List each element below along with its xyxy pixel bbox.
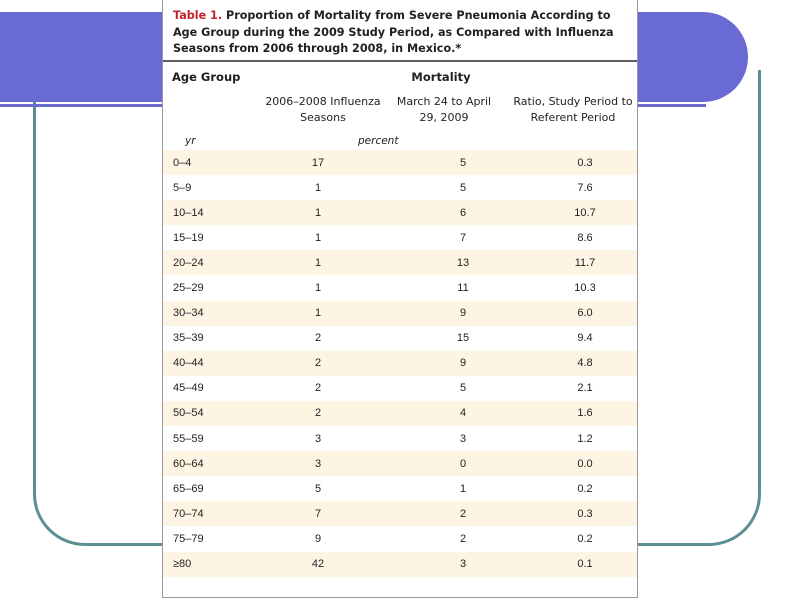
header-unit-percent: percent (358, 135, 399, 147)
cell-ratio: 7.6 (533, 175, 637, 201)
cell-study-period: 2 (393, 501, 533, 527)
cell-ratio: 0.2 (533, 526, 637, 552)
cell-age-group: 45–49 (163, 375, 243, 401)
cell-study-period: 6 (393, 200, 533, 226)
table-row: 60–64 3 0 0.0 (163, 451, 637, 477)
cell-influenza-seasons: 1 (243, 225, 393, 251)
cell-ratio: 6.0 (533, 300, 637, 326)
table-row: 20–24 1 13 11.7 (163, 250, 637, 276)
cell-influenza-seasons: 1 (243, 200, 393, 226)
cell-study-period: 3 (393, 551, 533, 577)
cell-influenza-seasons: 7 (243, 501, 393, 527)
cell-ratio: 9.4 (533, 325, 637, 351)
table-caption: Table 1. Proportion of Mortality from Se… (163, 0, 637, 62)
cell-study-period: 7 (393, 225, 533, 251)
table-row: 15–19 1 7 8.6 (163, 225, 637, 251)
cell-study-period: 9 (393, 350, 533, 376)
header-influenza-seasons: 2006–2008 Influenza Seasons (265, 95, 381, 124)
cell-age-group: 40–44 (163, 350, 243, 376)
header-unit-years: yr (185, 135, 196, 147)
header-study-period: March 24 to April 29, 2009 (396, 95, 492, 124)
table-caption-label: Table 1. (173, 9, 223, 22)
cell-ratio: 0.2 (533, 476, 637, 502)
cell-study-period: 2 (393, 526, 533, 552)
table-row: 55–59 3 3 1.2 (163, 426, 637, 452)
cell-influenza-seasons: 42 (243, 551, 393, 577)
cell-age-group: 10–14 (163, 200, 243, 226)
cell-ratio: 2.1 (533, 375, 637, 401)
cell-age-group: ≥80 (163, 551, 243, 577)
cell-age-group: 70–74 (163, 501, 243, 527)
cell-study-period: 5 (393, 375, 533, 401)
header-age-group: Age Group (172, 70, 241, 84)
table-row: 70–74 7 2 0.3 (163, 501, 637, 527)
mortality-table: 0–4 17 5 0.3 5–9 1 5 7.6 10–14 1 6 10.7 15–19 1 7 8.6 20… (163, 150, 637, 577)
table-row: 0–4 17 5 0.3 (163, 150, 637, 176)
cell-influenza-seasons: 3 (243, 426, 393, 452)
cell-study-period: 11 (393, 275, 533, 301)
header-mortality: Mortality (411, 70, 471, 84)
cell-age-group: 35–39 (163, 325, 243, 351)
cell-influenza-seasons: 17 (243, 150, 393, 176)
cell-ratio: 4.8 (533, 350, 637, 376)
table-panel: Table 1. Proportion of Mortality from Se… (162, 0, 638, 598)
cell-study-period: 13 (393, 250, 533, 276)
cell-ratio: 0.3 (533, 150, 637, 176)
cell-influenza-seasons: 9 (243, 526, 393, 552)
cell-study-period: 3 (393, 426, 533, 452)
cell-influenza-seasons: 2 (243, 350, 393, 376)
cell-age-group: 20–24 (163, 250, 243, 276)
cell-influenza-seasons: 1 (243, 300, 393, 326)
cell-study-period: 4 (393, 400, 533, 427)
cell-study-period: 9 (393, 300, 533, 326)
cell-age-group: 0–4 (163, 150, 243, 176)
cell-ratio: 0.0 (533, 451, 637, 477)
cell-age-group: 25–29 (163, 275, 243, 301)
cell-age-group: 30–34 (163, 300, 243, 326)
table-row: 10–14 1 6 10.7 (163, 200, 637, 226)
cell-study-period: 1 (393, 476, 533, 502)
cell-age-group: 60–64 (163, 451, 243, 477)
table-row: 75–79 9 2 0.2 (163, 526, 637, 552)
table-row: 35–39 2 15 9.4 (163, 325, 637, 351)
cell-influenza-seasons: 1 (243, 175, 393, 201)
cell-age-group: 55–59 (163, 426, 243, 452)
cell-study-period: 5 (393, 175, 533, 201)
table-row: 40–44 2 9 4.8 (163, 350, 637, 376)
cell-influenza-seasons: 1 (243, 275, 393, 301)
cell-ratio: 11.7 (533, 250, 637, 276)
header-ratio: Ratio, Study Period to Referent Period (513, 95, 633, 124)
cell-age-group: 65–69 (163, 476, 243, 502)
cell-study-period: 15 (393, 325, 533, 351)
table-caption-text: Proportion of Mortality from Severe Pneu… (173, 9, 614, 55)
cell-influenza-seasons: 3 (243, 451, 393, 477)
table-row: 25–29 1 11 10.3 (163, 275, 637, 301)
table-row: 65–69 5 1 0.2 (163, 476, 637, 502)
cell-influenza-seasons: 2 (243, 325, 393, 351)
cell-study-period: 0 (393, 451, 533, 477)
cell-ratio: 10.7 (533, 200, 637, 226)
cell-ratio: 8.6 (533, 225, 637, 251)
cell-age-group: 75–79 (163, 526, 243, 552)
cell-influenza-seasons: 5 (243, 476, 393, 502)
table-header: Age Group Mortality 2006–2008 Influenza … (163, 62, 637, 150)
table-row: 5–9 1 5 7.6 (163, 175, 637, 201)
cell-age-group: 15–19 (163, 225, 243, 251)
cell-ratio: 10.3 (533, 275, 637, 301)
cell-influenza-seasons: 2 (243, 400, 393, 427)
cell-influenza-seasons: 1 (243, 250, 393, 276)
table-row: 50–54 2 4 1.6 (163, 400, 637, 427)
cell-age-group: 50–54 (163, 400, 243, 427)
table-row: 45–49 2 5 2.1 (163, 375, 637, 401)
table-row: ≥80 42 3 0.1 (163, 551, 637, 577)
cell-ratio: 0.3 (533, 501, 637, 527)
cell-ratio: 0.1 (533, 551, 637, 577)
cell-study-period: 5 (393, 150, 533, 176)
cell-ratio: 1.6 (533, 400, 637, 427)
cell-age-group: 5–9 (163, 175, 243, 201)
slide-frame-stub (33, 107, 36, 131)
cell-influenza-seasons: 2 (243, 375, 393, 401)
table-row: 30–34 1 9 6.0 (163, 300, 637, 326)
cell-ratio: 1.2 (533, 426, 637, 452)
